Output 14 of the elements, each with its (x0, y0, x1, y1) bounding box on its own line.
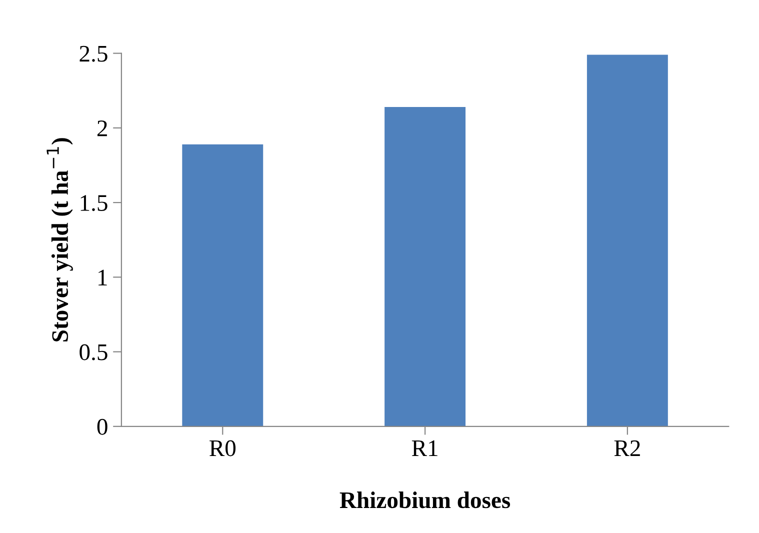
y-tick-label: 2 (97, 120, 107, 136)
y-tick-label: 1 (98, 270, 107, 286)
bar (182, 144, 264, 426)
y-axis-title: Stover yield (t ha$^{−1}$) (46, 138, 73, 342)
y-tick-label: 1.5 (80, 195, 108, 212)
x-tick-label: R2 (614, 440, 640, 456)
bar (586, 54, 668, 426)
x-tick-label: R0 (210, 440, 236, 456)
y-tick-label: 0 (97, 418, 108, 435)
bar (384, 107, 466, 426)
x-tick-label: R1 (412, 440, 438, 456)
y-tick-label: 2.5 (80, 46, 108, 62)
x-axis-title: Rhizobium doses (340, 492, 510, 508)
y-tick-label: 0.5 (80, 344, 108, 360)
